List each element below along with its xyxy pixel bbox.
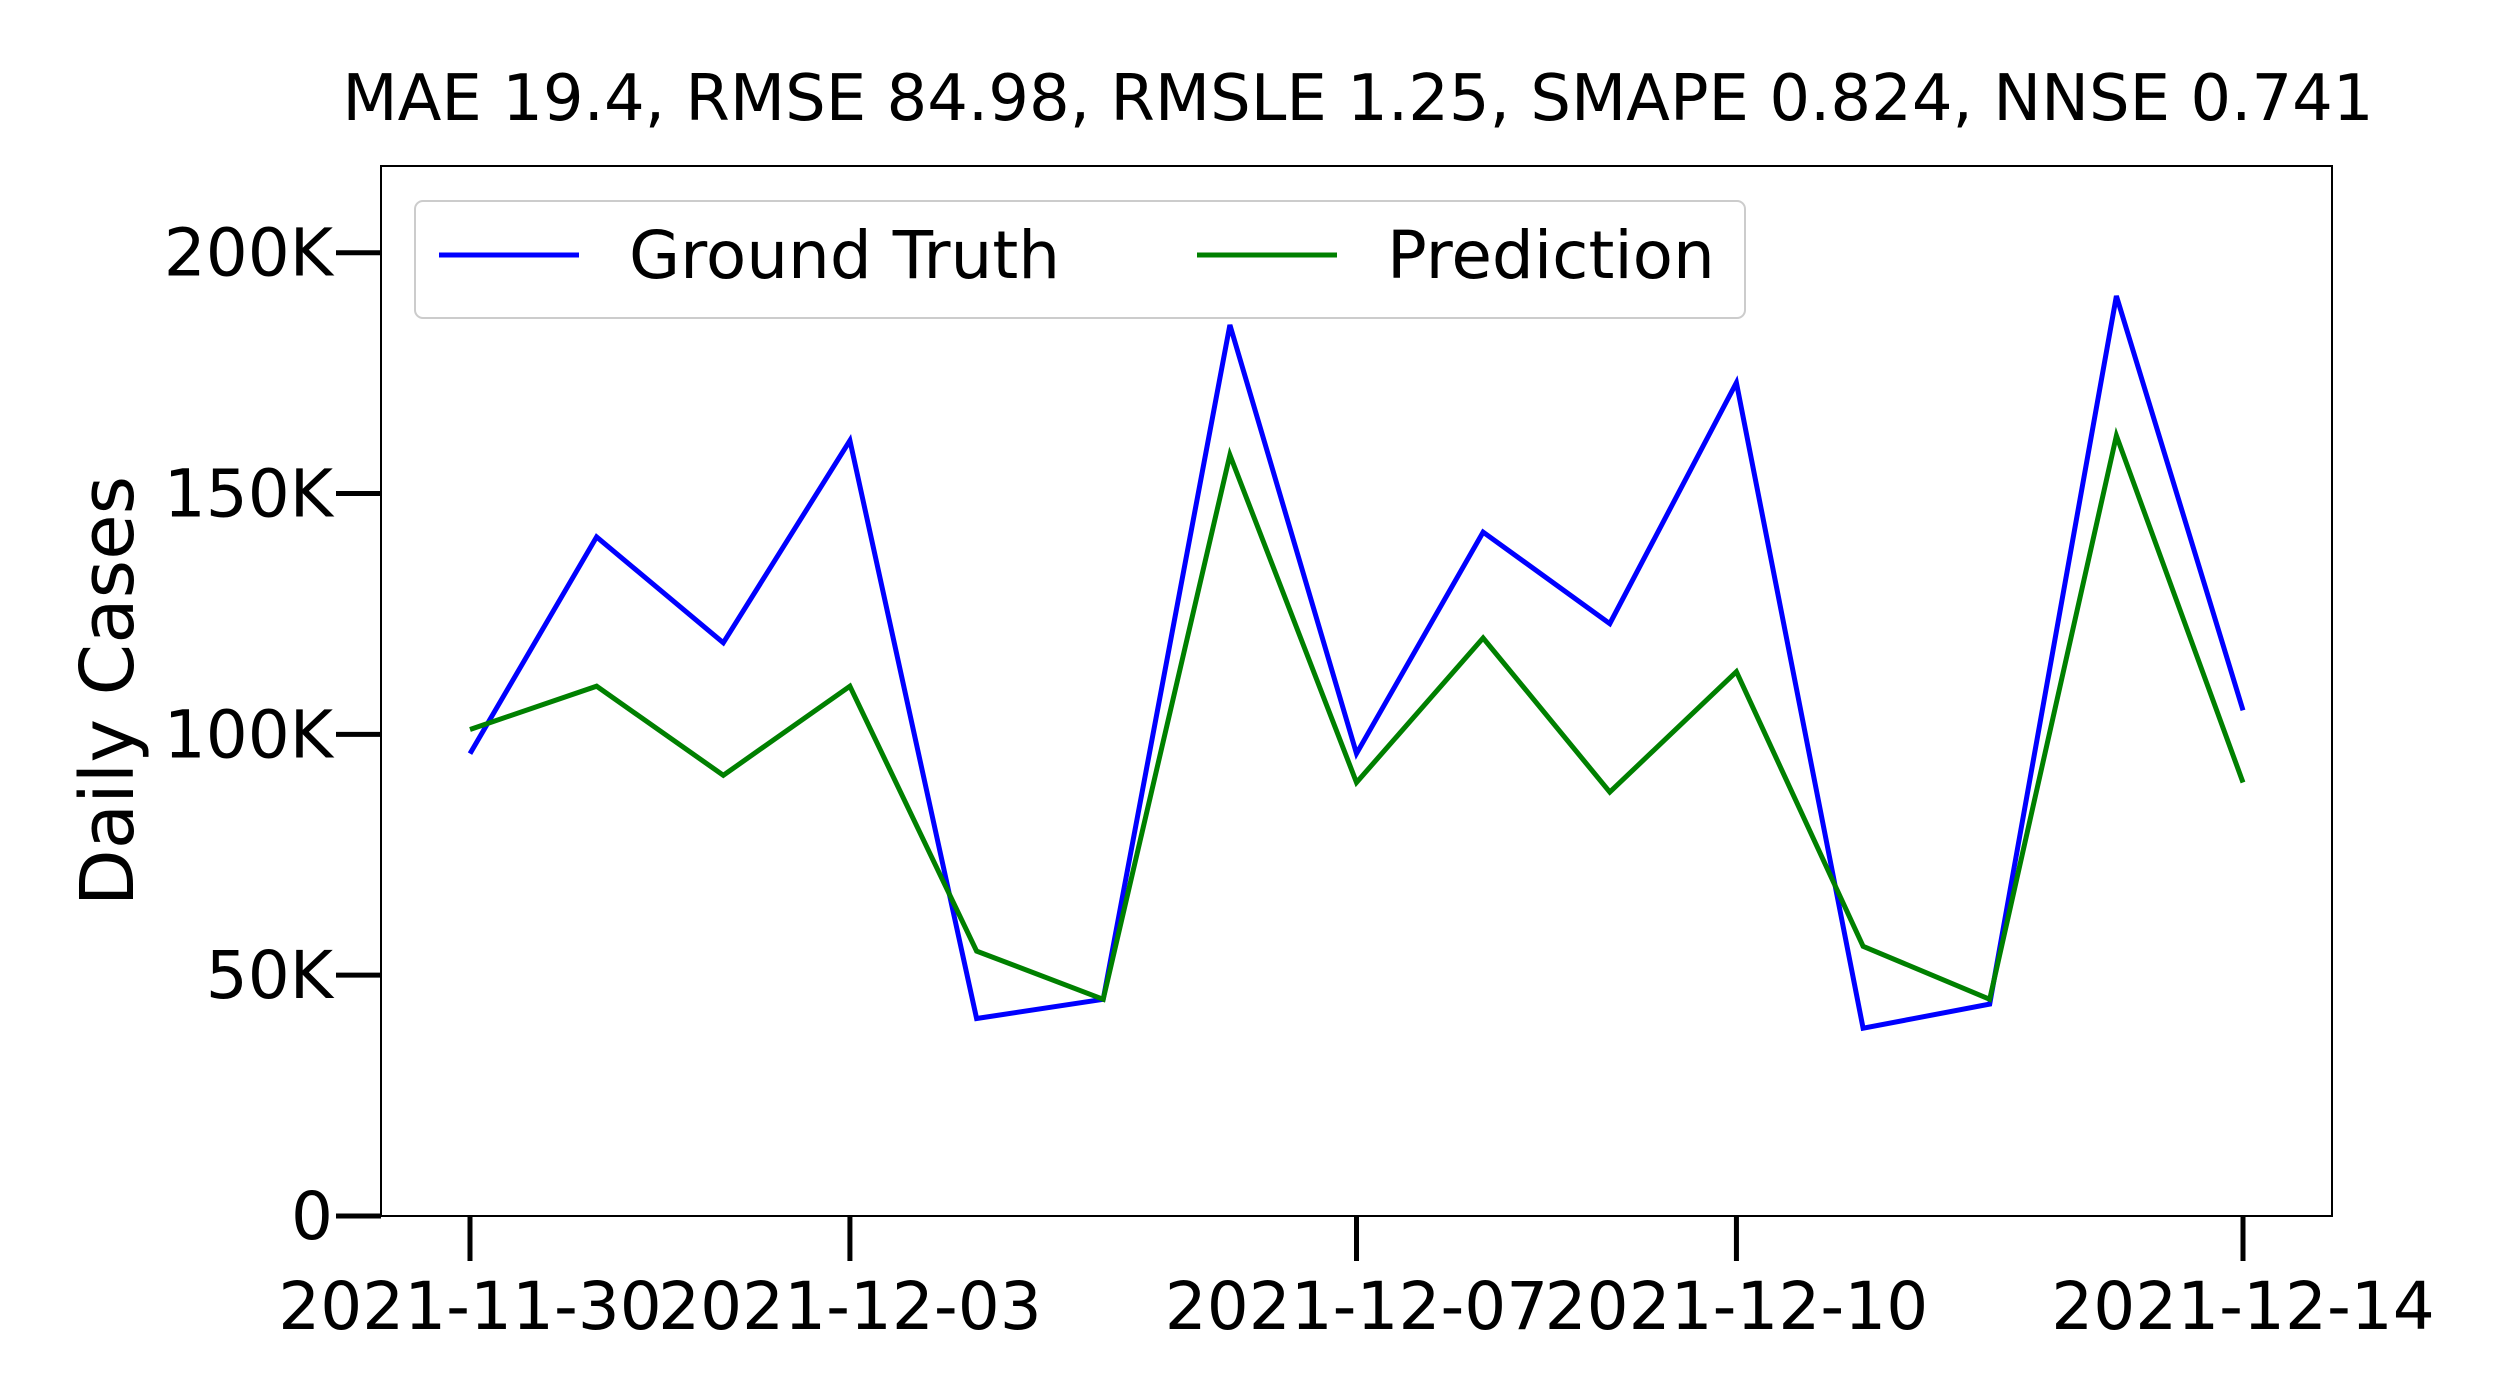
x-tick-label: 2021-12-14 (2051, 1268, 2435, 1345)
y-tick-label: 100K (164, 696, 335, 773)
legend: Ground Truth Prediction (414, 200, 1746, 319)
series-line-ground-truth (467, 295, 2246, 1032)
y-tick-label: 0 (291, 1178, 333, 1255)
legend-box (414, 200, 1746, 319)
legend-label-ground-truth: Ground Truth (629, 217, 1060, 294)
series-line-prediction (469, 426, 2246, 1003)
x-tick-label: 2021-12-03 (658, 1268, 1042, 1345)
chart-title: MAE 19.4, RMSE 84.98, RMSLE 1.25, SMAPE … (342, 62, 2373, 136)
y-axis: 0 50K 100K 150K 200K (164, 215, 381, 1255)
x-tick-label: 2021-11-30 (278, 1268, 662, 1345)
y-tick-label: 200K (164, 215, 335, 292)
y-tick-label: 150K (164, 456, 335, 533)
y-tick-label: 50K (206, 937, 335, 1014)
x-tick-label: 2021-12-10 (1545, 1268, 1929, 1345)
x-tick-label: 2021-12-07 (1165, 1268, 1549, 1345)
series-layer (467, 295, 2246, 1032)
plot-area-frame (380, 165, 2333, 1217)
legend-label-prediction: Prediction (1387, 217, 1715, 294)
y-axis-title: Daily Cases (65, 476, 151, 906)
